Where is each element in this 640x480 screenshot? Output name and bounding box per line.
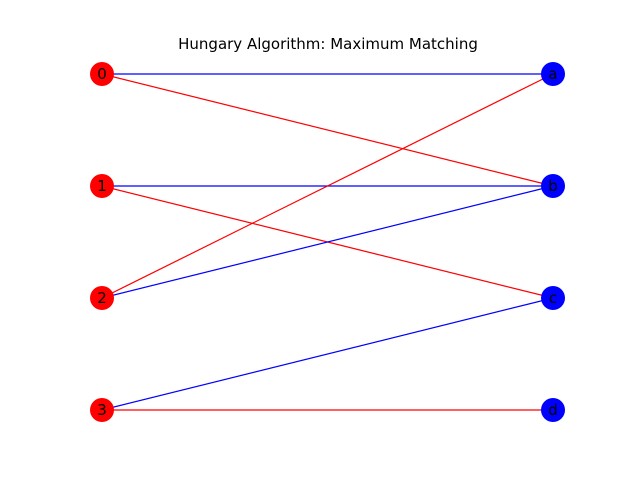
left-node-circle-3 — [90, 398, 114, 422]
left-node-1: 1 — [90, 174, 114, 198]
edge-0-b — [101, 73, 554, 187]
right-node-b: b — [541, 174, 565, 198]
left-node-circle-0 — [90, 62, 114, 86]
left-node-label-2: 2 — [97, 289, 107, 307]
left-node-3: 3 — [90, 398, 114, 422]
left-node-label-0: 0 — [97, 65, 107, 83]
matching-edge-3-c — [101, 297, 554, 411]
left-node-0: 0 — [90, 62, 114, 86]
right-node-a: a — [541, 62, 565, 86]
left-node-label-1: 1 — [97, 177, 107, 195]
right-node-circle-c — [541, 286, 565, 310]
left-node-circle-2 — [90, 286, 114, 310]
edge-2-a — [101, 73, 554, 299]
edge-layer — [101, 73, 554, 411]
left-node-label-3: 3 — [97, 401, 107, 419]
right-node-c: c — [541, 286, 565, 310]
right-node-circle-d — [541, 398, 565, 422]
right-node-circle-b — [541, 174, 565, 198]
right-node-label-a: a — [548, 65, 557, 83]
left-node-circle-1 — [90, 174, 114, 198]
left-node-2: 2 — [90, 286, 114, 310]
matching-edge-2-b — [101, 185, 554, 299]
right-node-circle-a — [541, 62, 565, 86]
right-node-d: d — [541, 398, 565, 422]
figure-title: Hungary Algorithm: Maximum Matching — [178, 35, 478, 53]
right-node-label-d: d — [548, 401, 558, 419]
right-node-label-c: c — [549, 289, 557, 307]
node-layer: 0 1 2 3 a b c d — [90, 62, 565, 422]
right-node-label-b: b — [548, 177, 558, 195]
